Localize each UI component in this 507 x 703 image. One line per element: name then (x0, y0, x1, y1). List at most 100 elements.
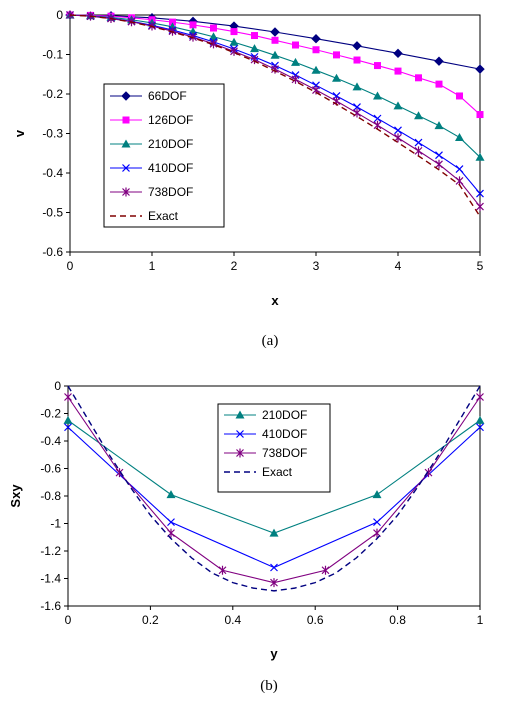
data-point (393, 48, 403, 59)
data-point (311, 65, 321, 74)
y-tick-label: -1.6 (40, 599, 61, 613)
legend-label: 66DOF (148, 89, 187, 103)
x-tick-label: 0 (67, 259, 74, 273)
data-point (270, 578, 278, 588)
data-point (321, 565, 330, 575)
data-point (435, 151, 443, 160)
figure-caption: (a) (262, 333, 279, 349)
data-point (209, 39, 218, 49)
y-tick-label: -0.8 (40, 489, 61, 503)
data-point (352, 82, 362, 91)
y-tick-label: -0.6 (40, 462, 61, 476)
data-point (435, 80, 443, 88)
data-point (414, 146, 423, 156)
data-point (475, 64, 485, 74)
legend-label: Exact (148, 209, 179, 223)
y-tick-label: -0.4 (42, 166, 63, 180)
data-point (271, 36, 279, 44)
data-point (166, 490, 176, 499)
y-tick-label: -0.3 (42, 127, 63, 141)
y-tick-label: 0 (56, 8, 63, 22)
legend-label: 738DOF (262, 446, 307, 460)
legend-marker (121, 139, 131, 148)
data-point (218, 565, 227, 575)
y-tick-label: -0.2 (40, 407, 61, 421)
x-axis-label: y (270, 646, 278, 661)
series-line (67, 385, 481, 592)
data-point (434, 56, 444, 66)
legend: 210DOF 410DOF 738DOF Exact (217, 403, 331, 493)
data-point (374, 62, 381, 70)
legend-marker (236, 430, 244, 438)
data-point (251, 32, 258, 40)
legend: 66DOF 126DOF 210DOF 410DOF 738DOF Exact (103, 83, 225, 228)
data-point (456, 92, 463, 100)
legend-label: 738DOF (148, 185, 193, 199)
data-point (270, 50, 280, 59)
data-point (169, 18, 176, 26)
legend-label: 126DOF (148, 113, 193, 127)
data-point (332, 73, 341, 82)
y-axis-label: Sxy (8, 484, 23, 508)
data-point (291, 57, 300, 66)
data-point (476, 392, 484, 402)
x-tick-label: 0 (65, 613, 72, 627)
data-point (63, 415, 73, 424)
y-axis-label: v (12, 129, 27, 137)
data-point (476, 423, 484, 432)
x-tick-label: 0.2 (142, 613, 159, 627)
data-point (476, 189, 484, 198)
data-point (373, 91, 382, 100)
data-point (291, 74, 300, 84)
y-tick-label: -0.2 (42, 87, 63, 101)
data-point (292, 41, 299, 49)
data-point (311, 33, 321, 44)
data-point (373, 120, 382, 130)
data-point (230, 28, 238, 36)
data-point (455, 132, 464, 141)
data-point (189, 32, 197, 42)
data-point (269, 528, 279, 537)
data-point (167, 518, 175, 527)
series-210dof (63, 415, 485, 537)
x-tick-label: 0.8 (389, 613, 406, 627)
y-tick-label: -0.6 (42, 245, 63, 259)
legend-marker (122, 164, 130, 172)
legend-box (103, 83, 225, 228)
legend-marker (121, 91, 131, 101)
legend-label: Exact (262, 465, 293, 479)
data-point (393, 101, 403, 110)
data-point (434, 121, 444, 130)
data-point (64, 423, 72, 432)
series-738dof (66, 10, 484, 212)
data-point (414, 138, 423, 147)
data-point (250, 44, 259, 53)
legend-label: 410DOF (148, 161, 193, 175)
y-tick-label: -0.4 (40, 434, 61, 448)
data-point (270, 563, 278, 572)
data-point (210, 24, 217, 32)
data-point (312, 46, 320, 54)
y-tick-label: -0.1 (42, 48, 63, 62)
data-point (475, 152, 485, 161)
legend-box (217, 403, 331, 493)
data-point (455, 165, 464, 173)
series-410dof (64, 423, 484, 572)
data-point (476, 111, 484, 119)
data-point (373, 114, 382, 123)
legend-marker (122, 187, 130, 197)
legend-label: 210DOF (262, 408, 307, 422)
data-point (414, 111, 423, 120)
y-tick-label: -1.4 (40, 572, 61, 586)
x-axis-label: x (271, 293, 279, 308)
x-tick-label: 0.6 (307, 613, 324, 627)
y-tick-label: -1.2 (40, 544, 61, 558)
data-point (64, 392, 72, 402)
data-point (394, 133, 402, 143)
series-line (69, 14, 481, 217)
data-point (271, 64, 279, 74)
y-tick-label: -0.5 (42, 206, 63, 220)
data-point (394, 67, 402, 75)
data-point (475, 415, 485, 424)
